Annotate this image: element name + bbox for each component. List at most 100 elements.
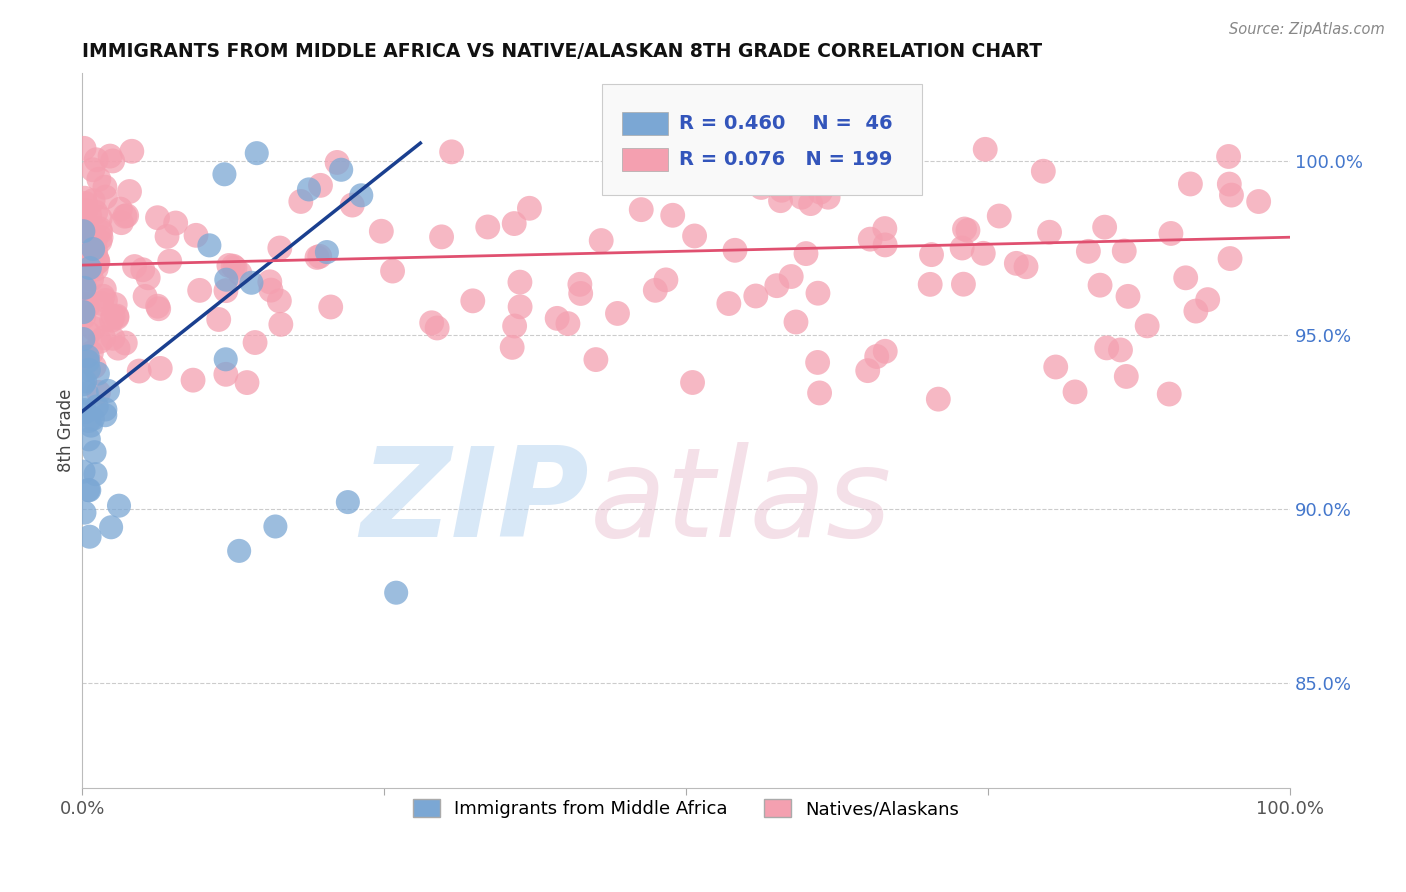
Point bbox=[79, 209, 101, 223]
Point bbox=[290, 194, 312, 209]
Point bbox=[269, 293, 291, 308]
Point bbox=[501, 340, 523, 354]
Point bbox=[82, 162, 104, 177]
Point bbox=[181, 373, 204, 387]
Point bbox=[623, 163, 645, 178]
Point bbox=[807, 355, 830, 369]
Point bbox=[1094, 220, 1116, 235]
Point bbox=[765, 278, 787, 293]
Point bbox=[75, 405, 97, 419]
Point bbox=[77, 326, 100, 341]
Point bbox=[509, 275, 531, 289]
Point bbox=[72, 205, 94, 219]
Point bbox=[82, 194, 104, 208]
Point bbox=[72, 305, 94, 319]
Point bbox=[568, 277, 591, 292]
Point bbox=[75, 196, 97, 211]
Point bbox=[89, 334, 111, 349]
Point bbox=[72, 310, 94, 324]
Point bbox=[86, 252, 108, 266]
Point bbox=[146, 299, 169, 313]
Point bbox=[82, 242, 104, 256]
Point bbox=[1115, 369, 1137, 384]
Point bbox=[326, 155, 349, 169]
Point bbox=[1095, 341, 1118, 355]
Point bbox=[89, 211, 111, 226]
Point bbox=[75, 375, 97, 389]
Point bbox=[79, 530, 101, 544]
Point bbox=[82, 260, 104, 274]
Point bbox=[90, 230, 112, 244]
Point bbox=[103, 310, 125, 324]
Text: Source: ZipAtlas.com: Source: ZipAtlas.com bbox=[1229, 22, 1385, 37]
Point bbox=[100, 313, 122, 327]
Y-axis label: 8th Grade: 8th Grade bbox=[58, 389, 75, 473]
Point bbox=[72, 332, 94, 346]
Point bbox=[91, 289, 114, 303]
Point bbox=[93, 282, 115, 296]
Point bbox=[546, 311, 568, 326]
Point bbox=[240, 276, 263, 290]
Point bbox=[683, 229, 706, 244]
Point bbox=[128, 364, 150, 378]
Point bbox=[80, 272, 103, 286]
Point bbox=[73, 268, 96, 282]
Point bbox=[477, 219, 499, 234]
Point bbox=[73, 270, 96, 285]
Point bbox=[75, 351, 97, 365]
Point bbox=[236, 376, 259, 390]
Point bbox=[118, 185, 141, 199]
Point bbox=[856, 364, 879, 378]
Point bbox=[73, 279, 96, 293]
Point bbox=[132, 262, 155, 277]
Point bbox=[94, 293, 117, 308]
Point bbox=[1159, 387, 1181, 401]
Point bbox=[808, 386, 831, 401]
Point bbox=[134, 289, 156, 303]
Point bbox=[569, 286, 592, 301]
Point bbox=[105, 309, 128, 323]
Point bbox=[77, 239, 100, 253]
Point bbox=[107, 341, 129, 355]
Point bbox=[73, 141, 96, 155]
Point bbox=[1197, 293, 1219, 307]
Point bbox=[790, 190, 813, 204]
Point bbox=[76, 386, 98, 401]
Point bbox=[89, 222, 111, 236]
Point bbox=[77, 414, 100, 428]
Point bbox=[1218, 149, 1240, 163]
Point bbox=[94, 312, 117, 326]
Point bbox=[717, 296, 740, 310]
Point bbox=[1088, 278, 1111, 293]
Point bbox=[184, 228, 207, 243]
Point bbox=[72, 224, 94, 238]
Point bbox=[105, 310, 128, 325]
Point bbox=[110, 202, 132, 216]
Point bbox=[952, 277, 974, 292]
Point bbox=[136, 270, 159, 285]
Point bbox=[298, 182, 321, 196]
Point bbox=[100, 520, 122, 534]
Point bbox=[974, 142, 997, 156]
Point bbox=[93, 331, 115, 345]
Point bbox=[104, 297, 127, 311]
Point bbox=[264, 519, 287, 533]
Text: IMMIGRANTS FROM MIDDLE AFRICA VS NATIVE/ALASKAN 8TH GRADE CORRELATION CHART: IMMIGRANTS FROM MIDDLE AFRICA VS NATIVE/… bbox=[82, 42, 1042, 61]
Point bbox=[953, 222, 976, 236]
Point bbox=[769, 194, 792, 208]
Point bbox=[1247, 194, 1270, 209]
Point bbox=[655, 273, 678, 287]
Point bbox=[246, 146, 269, 161]
Point bbox=[927, 392, 949, 406]
Point bbox=[243, 335, 266, 350]
Point bbox=[920, 277, 942, 292]
Point bbox=[77, 262, 100, 277]
Point bbox=[84, 467, 107, 482]
Point bbox=[808, 185, 831, 199]
Point bbox=[156, 229, 179, 244]
Point bbox=[80, 260, 103, 274]
Point bbox=[215, 368, 238, 382]
Point bbox=[370, 224, 392, 238]
Point bbox=[90, 225, 112, 239]
Point bbox=[72, 465, 94, 479]
